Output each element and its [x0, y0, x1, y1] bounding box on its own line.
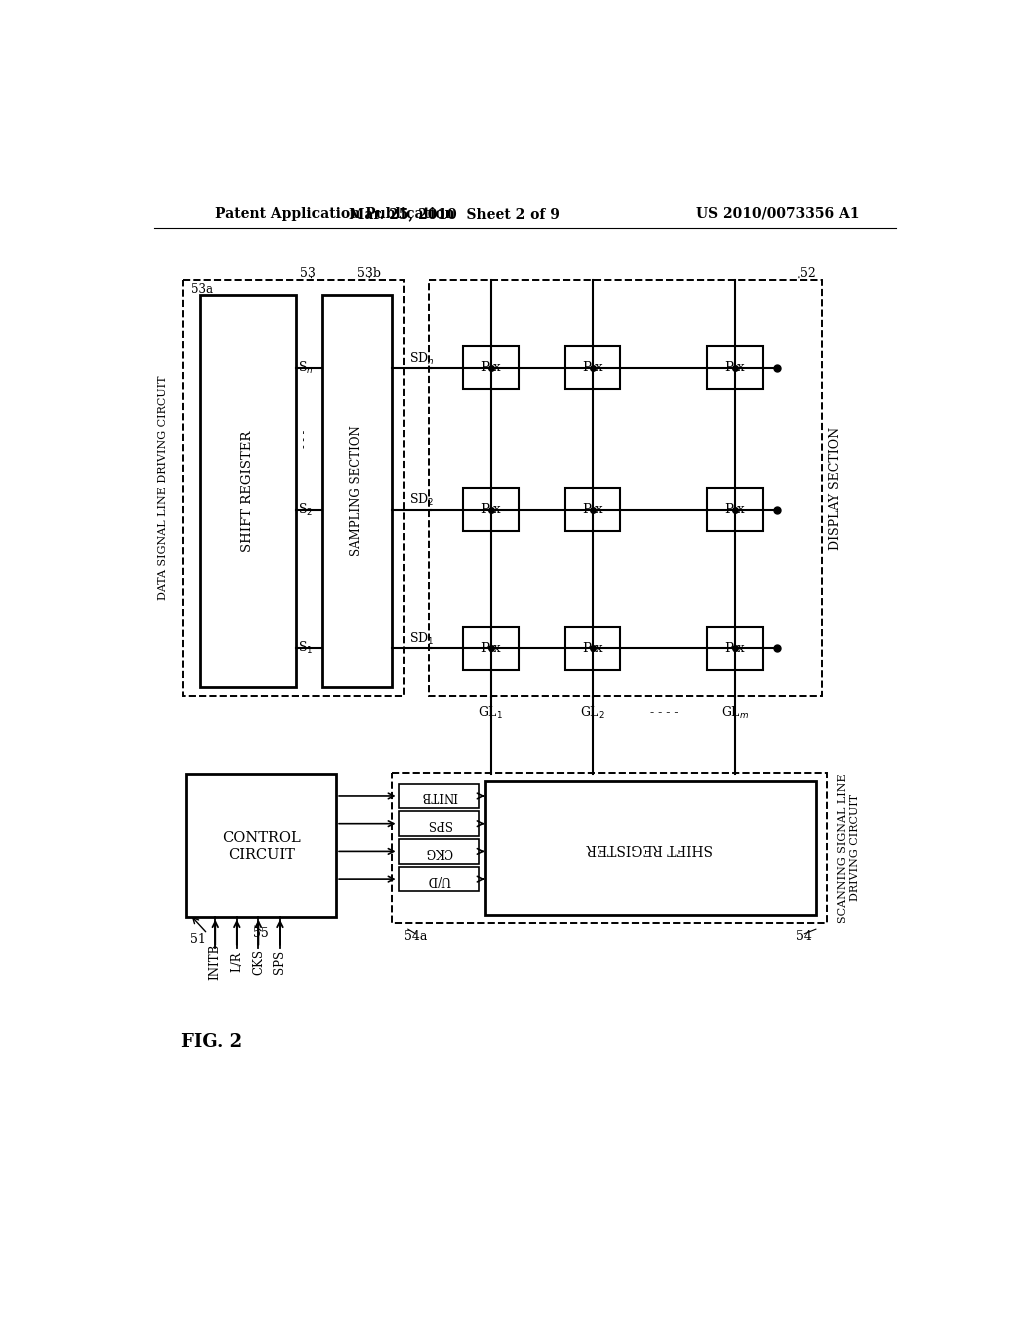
Polygon shape — [484, 780, 816, 915]
Text: CKG: CKG — [425, 845, 453, 858]
Text: Patent Application Publication: Patent Application Publication — [215, 207, 455, 220]
Text: Pix: Pix — [480, 362, 501, 375]
Text: 53: 53 — [300, 268, 315, 280]
Polygon shape — [708, 346, 763, 389]
Text: INITB: INITB — [421, 789, 457, 803]
Text: CONTROL: CONTROL — [222, 830, 300, 845]
Text: S$_n$: S$_n$ — [298, 360, 314, 376]
Text: SPS: SPS — [427, 817, 451, 830]
Text: 54: 54 — [797, 931, 812, 944]
Text: SD$_1$: SD$_1$ — [410, 631, 435, 647]
Text: S$_2$: S$_2$ — [298, 502, 313, 517]
Text: - - - -: - - - - — [649, 706, 678, 719]
Text: Pix: Pix — [583, 362, 603, 375]
Text: 55: 55 — [253, 927, 269, 940]
Text: SHIFT REGISTER: SHIFT REGISTER — [242, 430, 255, 552]
Text: Pix: Pix — [583, 642, 603, 655]
Text: Pix: Pix — [583, 503, 603, 516]
Text: Mar. 25, 2010  Sheet 2 of 9: Mar. 25, 2010 Sheet 2 of 9 — [348, 207, 559, 220]
Text: S$_1$: S$_1$ — [298, 640, 313, 656]
Polygon shape — [565, 488, 621, 531]
Polygon shape — [463, 346, 518, 389]
Polygon shape — [322, 296, 392, 686]
Polygon shape — [200, 296, 296, 686]
Text: SAMPLING SECTION: SAMPLING SECTION — [350, 425, 364, 557]
Text: SPS: SPS — [273, 949, 287, 974]
Text: GL$_m$: GL$_m$ — [721, 705, 750, 721]
Text: 53b: 53b — [357, 268, 381, 280]
Text: Pix: Pix — [725, 642, 745, 655]
Polygon shape — [398, 784, 479, 808]
Text: - - -: - - - — [300, 429, 310, 447]
Polygon shape — [463, 488, 518, 531]
Text: US 2010/0073356 A1: US 2010/0073356 A1 — [695, 207, 859, 220]
Text: SCANNING SIGNAL LINE
DRIVING CIRCUIT: SCANNING SIGNAL LINE DRIVING CIRCUIT — [839, 774, 860, 923]
Polygon shape — [565, 346, 621, 389]
Text: SD$_n$: SD$_n$ — [410, 351, 435, 367]
Text: GL$_1$: GL$_1$ — [478, 705, 504, 721]
Text: L/R: L/R — [230, 952, 244, 972]
Polygon shape — [463, 627, 518, 669]
Text: 54a: 54a — [403, 931, 427, 944]
Polygon shape — [708, 627, 763, 669]
Text: 53a: 53a — [190, 282, 213, 296]
Text: CKS: CKS — [252, 949, 265, 974]
Text: FIG. 2: FIG. 2 — [181, 1034, 242, 1051]
Polygon shape — [398, 812, 479, 836]
Text: Pix: Pix — [480, 642, 501, 655]
Polygon shape — [186, 775, 336, 917]
Text: DATA SIGNAL LINE DRIVING CIRCUIT: DATA SIGNAL LINE DRIVING CIRCUIT — [158, 376, 168, 601]
Text: Pix: Pix — [725, 362, 745, 375]
Text: CIRCUIT: CIRCUIT — [227, 847, 295, 862]
Polygon shape — [565, 627, 621, 669]
Text: INITB: INITB — [209, 944, 222, 979]
Text: - - -: - - - — [653, 362, 674, 375]
Text: SHIFT REGISTER: SHIFT REGISTER — [587, 841, 714, 855]
Polygon shape — [708, 488, 763, 531]
Polygon shape — [398, 840, 479, 863]
Polygon shape — [398, 867, 479, 891]
Text: - - -: - - - — [653, 642, 674, 655]
Text: 51: 51 — [190, 933, 206, 946]
Text: GL$_2$: GL$_2$ — [580, 705, 605, 721]
Text: - - -: - - - — [653, 503, 674, 516]
Text: U/D: U/D — [427, 873, 451, 886]
Text: Pix: Pix — [480, 503, 501, 516]
Text: Pix: Pix — [725, 503, 745, 516]
Text: 52: 52 — [801, 268, 816, 280]
Text: DISPLAY SECTION: DISPLAY SECTION — [829, 426, 843, 549]
Text: SD$_2$: SD$_2$ — [410, 492, 434, 508]
